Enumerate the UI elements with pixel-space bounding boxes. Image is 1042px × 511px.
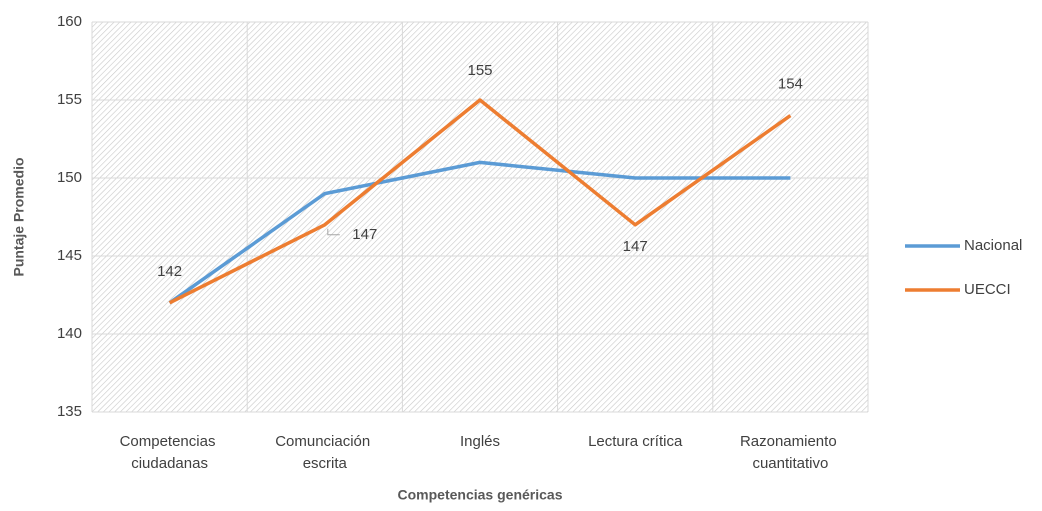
series-line	[168, 98, 792, 305]
x-tick-label: Comunciación escrita	[275, 433, 374, 472]
y-tick-label: 155	[57, 91, 82, 108]
y-tick-label: 160	[57, 13, 82, 30]
x-tick-label: Inglés	[460, 433, 500, 450]
data-label: 147	[352, 226, 377, 243]
data-label: 155	[467, 62, 492, 79]
x-tick-label: Lectura crítica	[588, 433, 683, 450]
y-tick-label: 145	[57, 247, 82, 264]
data-label: 142	[157, 263, 182, 280]
y-axis-title: Puntaje Promedio	[11, 157, 27, 276]
x-tick-label: Competencias ciudadanas	[120, 433, 220, 472]
plot-background	[92, 22, 868, 412]
legend-label: Nacional	[964, 237, 1022, 254]
y-tick-label: 140	[57, 325, 82, 342]
x-axis-title: Competencias genéricas	[398, 487, 563, 503]
series-line	[168, 160, 791, 305]
y-tick-label: 135	[57, 403, 82, 420]
y-tick-label: 150	[57, 169, 82, 186]
legend-label: UECCI	[964, 281, 1011, 298]
x-tick-label: Razonamiento cuantitativo	[740, 433, 841, 472]
leader-line	[327, 228, 340, 236]
data-label: 154	[778, 76, 803, 93]
data-label: 147	[623, 238, 648, 255]
